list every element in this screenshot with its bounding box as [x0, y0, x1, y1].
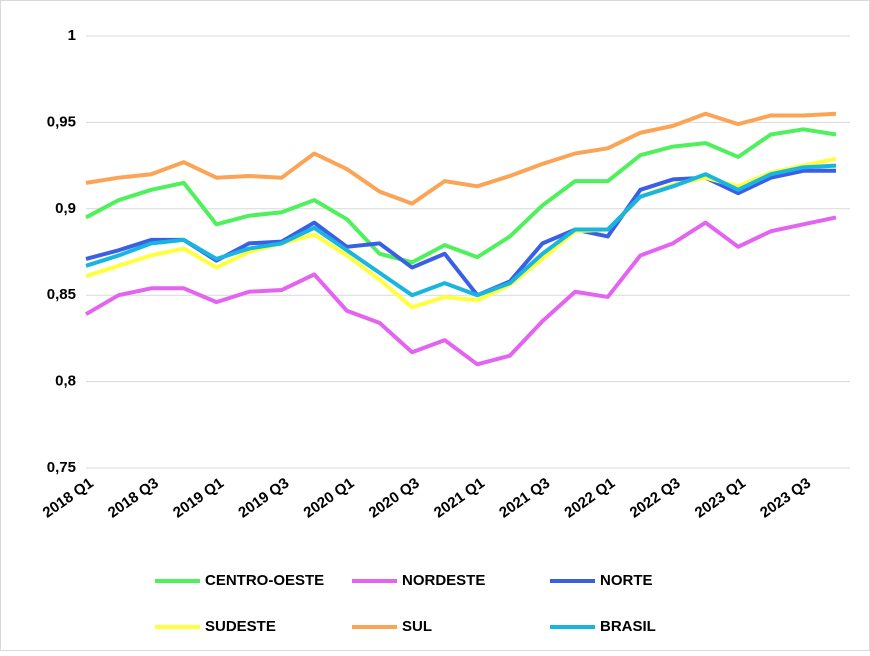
y-tick-label: 0,95 — [47, 113, 76, 130]
y-tick-label: 0,85 — [47, 286, 76, 303]
y-tick-label: 1 — [68, 27, 76, 44]
y-tick-label: 0,75 — [47, 459, 76, 476]
series-line — [85, 127, 837, 265]
series-line — [85, 163, 837, 298]
legend-label: BRASIL — [600, 618, 656, 635]
series-line — [84, 215, 837, 367]
series-line — [85, 156, 837, 310]
series-line — [85, 111, 837, 206]
legend-label: SUL — [402, 618, 432, 635]
y-tick-label: 0,9 — [55, 200, 76, 217]
legend-label: SUDESTE — [205, 618, 276, 635]
legend-label: NORDESTE — [402, 572, 485, 589]
y-tick-label: 0,8 — [55, 373, 76, 390]
legend-label: CENTRO-OESTE — [205, 572, 324, 589]
legend-label: NORTE — [600, 572, 653, 589]
